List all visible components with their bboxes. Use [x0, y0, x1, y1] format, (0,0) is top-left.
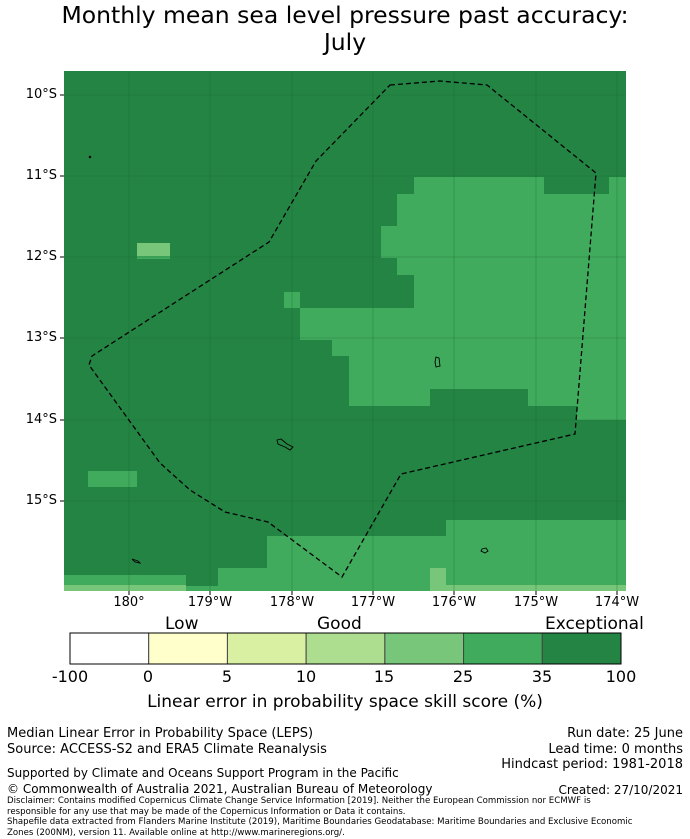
lead-time-text: Lead time: 0 months — [548, 742, 683, 757]
lat-label-12s: 12°S — [25, 249, 57, 264]
islands — [88, 155, 489, 564]
copyright-text: © Commonwealth of Australia 2021, Austra… — [7, 782, 433, 796]
disclaimer-line-3: Shapefile data extracted from Flanders M… — [7, 817, 633, 827]
colorbar-segment — [541, 632, 622, 665]
grid-lines — [64, 71, 626, 591]
colorbar-tick: 100 — [605, 667, 637, 686]
method-text: Median Linear Error in Probability Space… — [7, 726, 314, 741]
island-southwest — [131, 558, 142, 564]
colorbar-tick: 15 — [373, 667, 395, 686]
colorbar-tick: 10 — [295, 667, 317, 686]
lon-label-180: 180° — [113, 595, 145, 610]
colorbar-segment — [463, 632, 543, 665]
colorbar-segment — [69, 632, 150, 665]
eez-boundary — [88, 80, 597, 578]
colorbar-tick: 5 — [221, 667, 233, 686]
lat-label-10s: 10°S — [25, 87, 57, 102]
colorbar-tick: 0 — [142, 667, 154, 686]
colorbar-border — [69, 632, 622, 665]
disclaimer-line-4: Zones (200NM), version 11. Available onl… — [7, 827, 345, 838]
lat-label-15s: 15°S — [25, 493, 57, 508]
disclaimer-line-1: Disclaimer: Contains modified Copernicus… — [7, 796, 591, 806]
lon-label-174w: 174°W — [594, 595, 640, 610]
lon-label-179w: 179°W — [187, 595, 233, 610]
colorbar-segment — [384, 632, 465, 665]
lon-label-175w: 175°W — [513, 595, 559, 610]
colorbar-segment — [226, 632, 307, 665]
created-text: Created: 27/10/2021 — [558, 783, 683, 797]
island-north — [434, 356, 441, 368]
colorbar-segment — [148, 632, 228, 665]
tick-marks — [60, 94, 618, 595]
colorbar-category-exceptional: Exceptional — [545, 614, 644, 634]
colorbar-category-good: Good — [317, 614, 362, 634]
colorbar-segment — [305, 632, 386, 665]
lat-label-14s: 14°S — [25, 412, 57, 427]
run-date-text: Run date: 25 June — [567, 726, 683, 741]
colorbar-tick: 35 — [531, 667, 553, 686]
lon-label-176w: 176°W — [431, 595, 477, 610]
chart-title: Monthly mean sea level pressure past acc… — [0, 2, 690, 56]
lat-label-11s: 11°S — [25, 168, 57, 183]
colorbar — [69, 632, 622, 665]
lon-label-177w: 177°W — [350, 595, 396, 610]
disclaimer-line-2: responsible for any use that may be made… — [7, 806, 406, 817]
colorbar-tick: -100 — [51, 667, 89, 686]
lon-label-178w: 178°W — [269, 595, 315, 610]
lat-label-13s: 13°S — [25, 330, 57, 345]
island-south — [480, 547, 489, 554]
colorbar-tick: 25 — [452, 667, 474, 686]
title-line-2: July — [323, 28, 367, 56]
colorbar-label: Linear error in probability space skill … — [147, 692, 543, 712]
island-central — [276, 438, 294, 451]
source-text: Source: ACCESS-S2 and ERA5 Climate Reana… — [7, 742, 327, 757]
colorbar-category-low: Low — [165, 614, 199, 634]
hindcast-text: Hindcast period: 1981-2018 — [501, 757, 683, 772]
disclaimer: Disclaimer: Contains modified Copernicus… — [7, 796, 667, 838]
island-dot — [88, 155, 92, 159]
supported-text: Supported by Climate and Oceans Support … — [7, 766, 399, 780]
title-line-1: Monthly mean sea level pressure past acc… — [61, 1, 629, 29]
